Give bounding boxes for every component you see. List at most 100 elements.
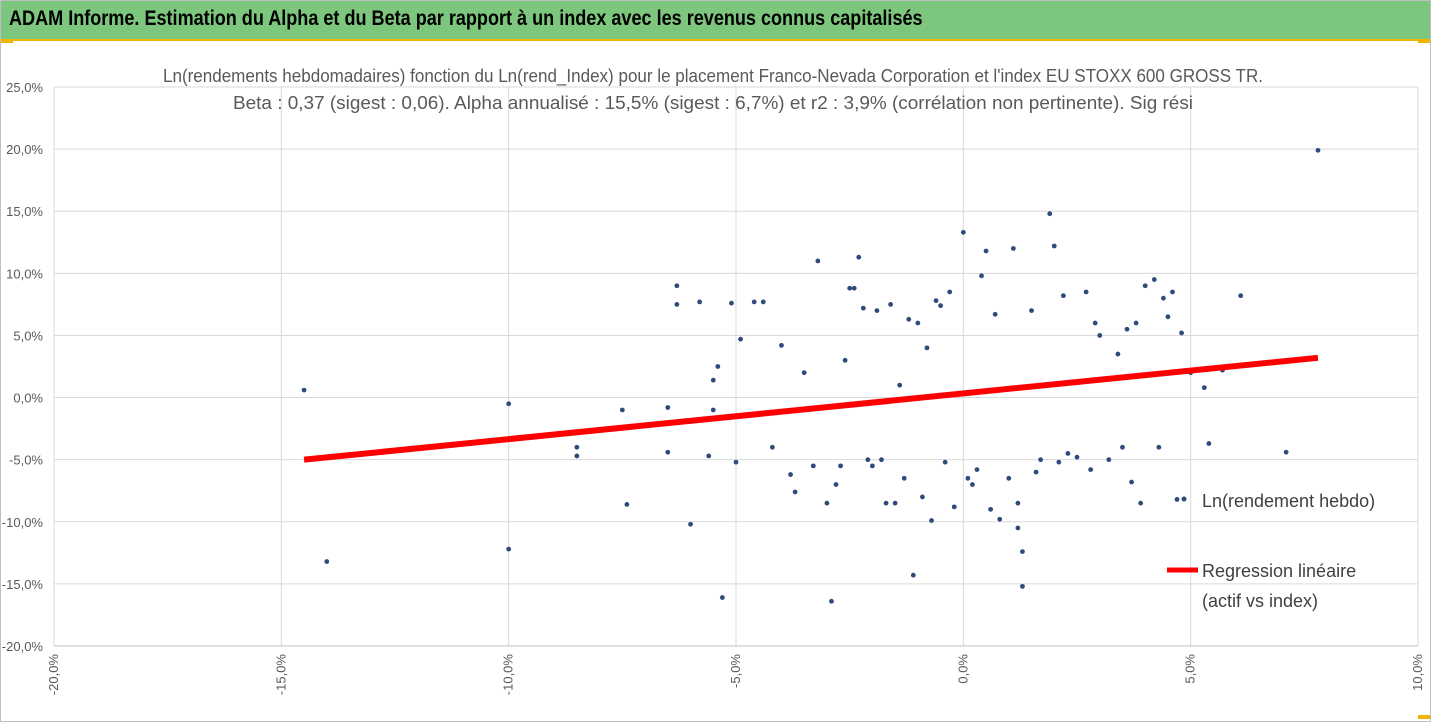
data-point bbox=[665, 449, 671, 455]
y-tick-label: 5,0% bbox=[13, 328, 43, 343]
x-tick-label: 0,0% bbox=[955, 654, 970, 684]
data-point bbox=[1206, 441, 1212, 446]
data-point bbox=[1170, 289, 1175, 295]
data-point bbox=[838, 463, 843, 469]
corner-marker-top-left bbox=[1, 39, 13, 43]
data-point bbox=[1015, 500, 1021, 506]
data-point bbox=[1060, 293, 1066, 299]
data-point bbox=[1088, 467, 1094, 473]
regression-line bbox=[303, 354, 1319, 463]
x-tick-label: -20,0% bbox=[46, 654, 61, 696]
data-point bbox=[574, 444, 580, 450]
data-points bbox=[301, 147, 1321, 604]
regression-group bbox=[303, 354, 1319, 463]
data-point bbox=[920, 494, 925, 500]
legend-label-regression: Regression linéaire (actif vs index) bbox=[1202, 561, 1361, 611]
data-point bbox=[842, 357, 848, 363]
data-point bbox=[1238, 293, 1244, 299]
data-point bbox=[1074, 454, 1080, 460]
data-point bbox=[824, 500, 830, 506]
y-tick-label: 0,0% bbox=[13, 391, 43, 406]
data-point bbox=[883, 500, 889, 506]
data-point bbox=[1151, 277, 1157, 282]
data-point bbox=[874, 308, 880, 313]
data-point bbox=[906, 316, 912, 322]
data-point bbox=[1133, 320, 1139, 326]
x-tick-label: 5,0% bbox=[1183, 654, 1198, 684]
legend: Ln(rendement hebdo) Regression linéaire … bbox=[1167, 491, 1375, 611]
data-point bbox=[929, 518, 934, 523]
data-point bbox=[833, 482, 839, 487]
data-point bbox=[965, 475, 971, 481]
data-point bbox=[1201, 385, 1207, 391]
chart-title-line1: Ln(rendements hebdomadaires) fonction du… bbox=[163, 66, 1263, 87]
data-point bbox=[983, 248, 989, 254]
data-point bbox=[1115, 351, 1121, 357]
data-point bbox=[851, 285, 857, 291]
corner-marker-top-right bbox=[1418, 39, 1430, 43]
data-point bbox=[1065, 451, 1071, 456]
legend-label-scatter: Ln(rendement hebdo) bbox=[1202, 491, 1375, 511]
data-point bbox=[1029, 308, 1034, 313]
data-point bbox=[1092, 320, 1098, 326]
data-point bbox=[1179, 330, 1184, 336]
data-point bbox=[1033, 469, 1039, 475]
banner: ADAM Informe. Estimation du Alpha et du … bbox=[1, 1, 1430, 41]
data-point bbox=[870, 463, 875, 469]
data-point bbox=[751, 299, 757, 305]
data-point bbox=[674, 283, 680, 289]
data-point bbox=[1120, 444, 1125, 450]
data-point bbox=[738, 336, 743, 342]
data-point bbox=[301, 387, 307, 393]
data-point bbox=[942, 459, 948, 465]
chart-title-line2: Beta : 0,37 (sigest : 0,06). Alpha annua… bbox=[233, 93, 1193, 113]
data-point bbox=[324, 559, 330, 564]
data-point bbox=[1006, 475, 1012, 481]
data-point bbox=[924, 345, 930, 351]
data-point bbox=[733, 459, 739, 465]
data-point bbox=[847, 285, 853, 291]
data-point bbox=[619, 407, 625, 413]
data-point bbox=[1097, 333, 1103, 338]
y-tick-label: 15,0% bbox=[6, 204, 43, 219]
data-point bbox=[1160, 295, 1166, 301]
data-point bbox=[779, 342, 784, 348]
data-point bbox=[915, 320, 921, 326]
x-tick-label: -10,0% bbox=[501, 654, 516, 696]
data-point bbox=[715, 364, 721, 369]
legend-marker-scatter bbox=[1181, 496, 1187, 502]
data-point bbox=[1283, 449, 1289, 455]
y-tick-label: -15,0% bbox=[2, 577, 44, 592]
y-tick-label: 20,0% bbox=[6, 142, 43, 157]
y-tick-label: -20,0% bbox=[2, 639, 44, 654]
data-point bbox=[624, 501, 630, 507]
data-point bbox=[856, 254, 862, 260]
corner-marker-bottom-right bbox=[1418, 715, 1430, 719]
data-point bbox=[1015, 525, 1021, 531]
data-point bbox=[1056, 459, 1062, 465]
data-point bbox=[979, 273, 984, 279]
data-point bbox=[888, 301, 893, 307]
data-point bbox=[910, 572, 916, 578]
data-point bbox=[933, 298, 939, 304]
x-tick-label: -15,0% bbox=[273, 654, 288, 696]
data-point bbox=[879, 457, 884, 463]
data-point bbox=[810, 463, 816, 469]
data-point bbox=[1315, 147, 1321, 153]
data-point bbox=[1156, 444, 1162, 450]
x-tick-label: -5,0% bbox=[728, 654, 743, 688]
data-point bbox=[706, 453, 712, 459]
data-point bbox=[688, 521, 693, 527]
banner-title: ADAM Informe. Estimation du Alpha et du … bbox=[9, 7, 923, 30]
grid bbox=[53, 86, 1419, 647]
data-point bbox=[1010, 246, 1016, 251]
data-point bbox=[1106, 457, 1112, 463]
data-point bbox=[1051, 243, 1057, 249]
data-point bbox=[1142, 283, 1148, 289]
x-tick-labels: -20,0% -15,0% -10,0% -5,0% 0,0% 5,0% 10,0% bbox=[46, 654, 1425, 696]
data-point bbox=[988, 506, 994, 512]
data-point bbox=[892, 500, 898, 506]
data-point bbox=[860, 305, 866, 311]
data-point bbox=[951, 504, 957, 510]
